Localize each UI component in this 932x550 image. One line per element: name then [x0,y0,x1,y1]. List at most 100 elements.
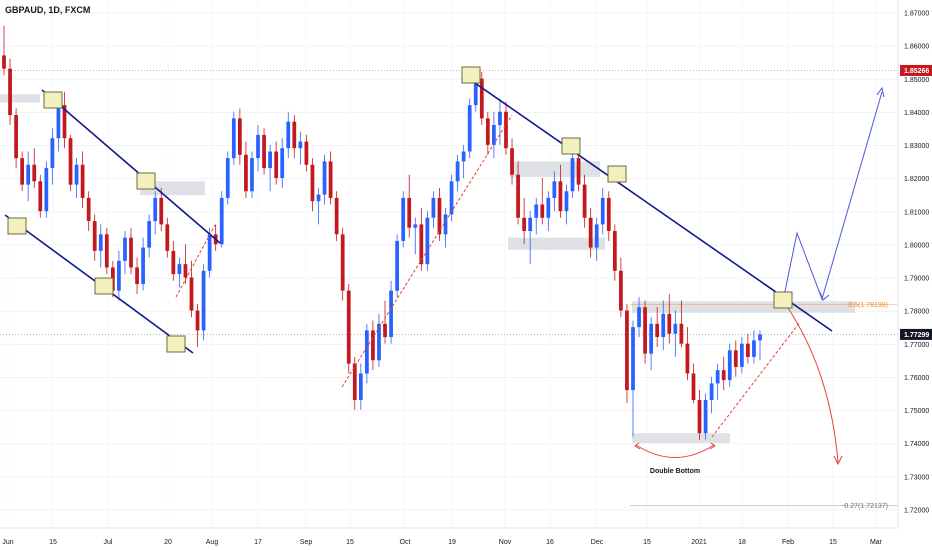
candle-body[interactable] [479,78,484,119]
candle-body[interactable] [141,247,145,285]
candle-body[interactable] [540,204,545,218]
candle-body[interactable] [334,197,339,235]
pivot-box[interactable] [43,91,63,109]
candle-body[interactable] [38,181,43,212]
candle-body[interactable] [516,174,520,218]
candle-body[interactable] [528,217,533,232]
uptrend-dashed-line[interactable] [341,114,513,388]
candle-body[interactable] [401,197,406,241]
time-axis[interactable]: Jun 15 Jul 20 Aug 17 Sep 15 Oct 19 Nov 16 Dec 15 2021 1… [2,539,882,546]
candle-body[interactable] [250,158,254,192]
candle-body[interactable] [594,224,599,248]
candle-body[interactable] [129,237,133,268]
pivot-box[interactable] [7,217,27,235]
candle-body[interactable] [352,363,357,400]
candles-layer[interactable] [2,25,762,440]
pivot-box[interactable] [166,335,186,353]
candle-body[interactable] [510,148,514,175]
candle-body[interactable] [631,327,635,391]
candle-body[interactable] [26,164,31,185]
candle-body[interactable] [86,197,91,222]
candle-body[interactable] [588,217,593,248]
candle-body[interactable] [98,234,103,251]
candle-body[interactable] [310,164,315,202]
candle-body[interactable] [546,197,551,218]
candle-body[interactable] [298,141,303,149]
candle-body[interactable] [570,158,575,192]
candle-body[interactable] [225,158,230,198]
candle-body[interactable] [8,68,12,116]
candle-body[interactable] [50,138,55,169]
candle-body[interactable] [292,121,297,149]
candle-body[interactable] [104,234,109,268]
candle-body[interactable] [340,234,345,291]
candle-body[interactable] [504,111,508,149]
candle-body[interactable] [20,158,25,185]
candle-body[interactable] [649,323,654,354]
candle-body[interactable] [667,313,672,334]
candle-body[interactable] [189,277,194,311]
candle-body[interactable] [177,264,182,275]
candle-body[interactable] [661,313,666,338]
candle-body[interactable] [746,343,750,357]
candle-body[interactable] [316,194,321,202]
candle-body[interactable] [758,334,762,341]
candle-body[interactable] [425,217,430,265]
candle-body[interactable] [449,181,454,215]
candle-body[interactable] [534,204,539,218]
candle-body[interactable] [455,161,460,182]
candle-body[interactable] [413,224,418,228]
candle-body[interactable] [739,343,744,367]
candle-body[interactable] [377,323,381,361]
candle-body[interactable] [153,197,158,222]
candle-body[interactable] [62,105,67,139]
candle-body[interactable] [123,237,127,261]
candle-body[interactable] [625,310,629,391]
candle-body[interactable] [165,224,170,251]
candle-body[interactable] [437,197,442,235]
candle-body[interactable] [685,343,690,374]
candle-body[interactable] [679,323,684,344]
candle-body[interactable] [207,234,212,271]
candle-body[interactable] [389,290,393,338]
candle-body[interactable] [159,197,164,225]
candle-body[interactable] [600,197,605,225]
bearish-projection-path[interactable] [785,304,839,463]
candle-body[interactable] [237,118,242,155]
candle-body[interactable] [117,260,121,291]
candle-body[interactable] [637,307,641,328]
candle-body[interactable] [473,78,478,106]
candle-body[interactable] [2,55,6,69]
candle-body[interactable] [492,124,496,145]
candle-body[interactable] [383,323,387,338]
candle-body[interactable] [244,154,248,192]
candle-body[interactable] [80,164,85,198]
candle-body[interactable] [576,158,581,185]
candle-body[interactable] [443,214,448,235]
candle-body[interactable] [274,151,279,179]
pivot-box[interactable] [607,165,627,183]
candle-body[interactable] [92,221,97,251]
candle-body[interactable] [407,197,412,228]
candle-body[interactable] [703,399,708,434]
candle-body[interactable] [44,168,49,212]
candle-body[interactable] [365,330,369,374]
candle-body[interactable] [461,151,466,162]
candle-body[interactable] [606,197,611,232]
trendline[interactable] [461,73,833,332]
double-bottom-arc[interactable] [635,444,715,458]
candle-body[interactable] [346,290,351,364]
candle-body[interactable] [358,373,363,400]
candle-body[interactable] [673,323,678,334]
candle-body[interactable] [304,141,309,165]
drawings-layer[interactable] [4,66,885,466]
candle-body[interactable] [195,310,200,331]
uptrend-dashed-line[interactable] [711,321,801,438]
candle-body[interactable] [201,270,206,331]
pivot-box[interactable] [136,172,156,190]
candle-body[interactable] [56,105,61,139]
candle-body[interactable] [582,184,587,218]
candle-body[interactable] [14,115,18,159]
candle-body[interactable] [219,197,224,245]
candle-body[interactable] [564,191,569,212]
